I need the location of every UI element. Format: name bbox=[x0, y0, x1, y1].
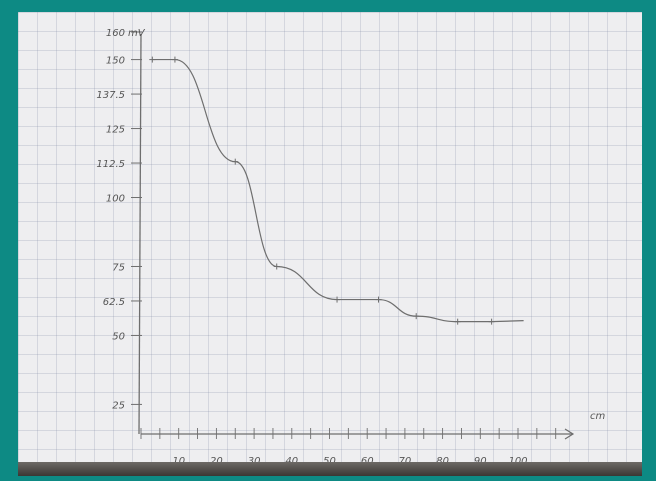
y-tick-label: 160 bbox=[106, 28, 125, 39]
y-axis-line bbox=[138, 33, 142, 435]
y-tick-label: 150 bbox=[106, 56, 125, 67]
x-tick-label: 20 bbox=[210, 456, 223, 464]
series-line bbox=[152, 58, 524, 323]
hand-drawn-line-chart: cm mV 25 50 62.5 75 100 112.5 125 137.5 150 160 10 20… bbox=[96, 28, 605, 464]
y-axis-label: mV bbox=[128, 28, 146, 39]
x-tick-label: 10 bbox=[172, 456, 185, 464]
x-tick-label: 70 bbox=[399, 456, 412, 464]
x-tick-label: 80 bbox=[436, 456, 449, 464]
y-tick-label: 75 bbox=[112, 262, 125, 273]
y-tick-label: 112.5 bbox=[96, 159, 125, 170]
x-tick-label: 30 bbox=[248, 456, 261, 464]
x-tick-label: 50 bbox=[323, 456, 336, 464]
x-tick-label: 40 bbox=[285, 456, 298, 464]
x-tick-label: 90 bbox=[474, 456, 487, 464]
y-tick-label: 50 bbox=[112, 331, 125, 342]
y-tick-label: 137.5 bbox=[96, 90, 125, 101]
table-shadow bbox=[18, 462, 642, 476]
y-tick-label: 125 bbox=[106, 125, 125, 136]
photo-frame: cm mV 25 50 62.5 75 100 112.5 125 137.5 150 160 10 20… bbox=[18, 12, 642, 476]
x-tick-label: 60 bbox=[361, 456, 374, 464]
y-tick-label: 100 bbox=[106, 194, 125, 205]
x-axis-arrow bbox=[564, 428, 575, 440]
x-tick-label: 100 bbox=[508, 456, 527, 464]
y-tick-label: 25 bbox=[112, 400, 125, 411]
x-axis-label: cm bbox=[590, 411, 605, 422]
graph-paper: cm mV 25 50 62.5 75 100 112.5 125 137.5 150 160 10 20… bbox=[18, 12, 642, 464]
y-tick-label: 62.5 bbox=[103, 297, 125, 308]
